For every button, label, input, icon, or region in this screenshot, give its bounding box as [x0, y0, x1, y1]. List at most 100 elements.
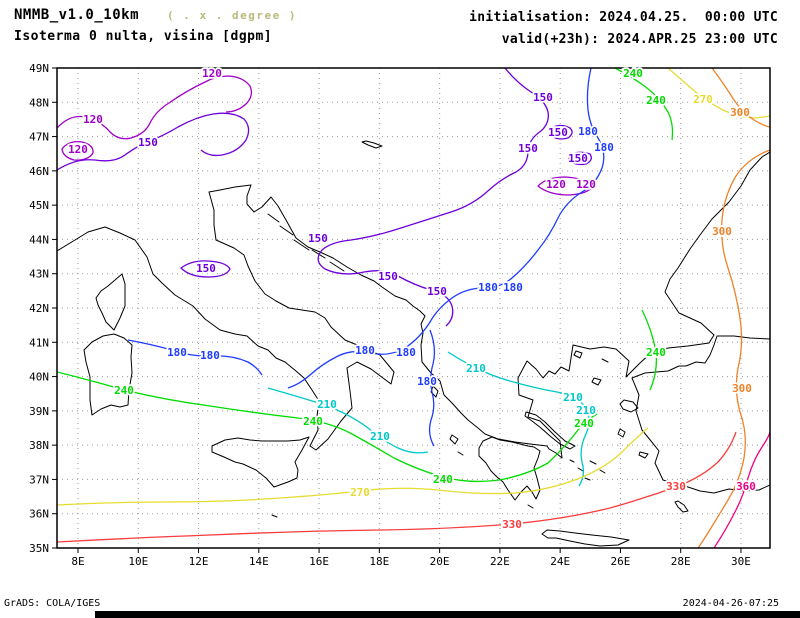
lon-tick-label: 14E: [249, 555, 269, 568]
contour-line-120: [57, 75, 253, 140]
contour-layer: [57, 68, 770, 548]
coastline: [617, 428, 626, 438]
coastline: [478, 436, 541, 501]
coastline: [267, 213, 280, 223]
contour-label-150: 150: [533, 91, 553, 104]
coastline: [569, 459, 575, 463]
contour-line-270: [57, 427, 649, 506]
model-title: NMMB_v1.0_10km: [14, 7, 140, 23]
timestamp: 2024-04-26-07:25: [682, 598, 779, 609]
contour-label-180: 180: [167, 346, 187, 359]
contour-line-120: [537, 176, 594, 196]
lon-tick-label: 22E: [490, 555, 510, 568]
contour-line-240: [57, 371, 598, 483]
resolution-note: ( . x . degree ): [167, 9, 297, 22]
contour-label-240: 240: [303, 415, 323, 428]
contour-label-210: 210: [317, 398, 337, 411]
coastline: [599, 469, 606, 474]
coastline: [577, 467, 584, 472]
coastline: [584, 477, 591, 481]
lon-tick-label: 16E: [309, 555, 329, 568]
lon-tick-label: 28E: [671, 555, 691, 568]
contour-line-300: [697, 149, 770, 548]
contour-label-180: 180: [355, 344, 375, 357]
lon-tick-label: 18E: [369, 555, 389, 568]
lat-tick-label: 47N: [29, 131, 49, 144]
lon-tick-label: 30E: [731, 555, 751, 568]
contour-line-210: [267, 387, 429, 454]
field-title: Isoterma 0 nulta, visina [dgpm]: [14, 29, 273, 44]
contour-line-300: [711, 68, 770, 128]
lat-tick-label: 48N: [29, 96, 49, 109]
contour-label-120: 120: [576, 178, 596, 191]
contour-label-240: 240: [623, 67, 643, 80]
contour-label-240: 240: [433, 473, 453, 486]
lat-tick-label: 41N: [29, 336, 49, 349]
coastline: [524, 411, 576, 450]
contour-label-180: 180: [200, 349, 220, 362]
contour-label-270: 270: [350, 486, 370, 499]
coastline: [631, 335, 770, 494]
contour-label-240: 240: [114, 384, 134, 397]
lat-tick-label: 45N: [29, 199, 49, 212]
contour-label-150: 150: [308, 232, 328, 245]
contour-label-300: 300: [712, 225, 732, 238]
contour-label-150: 150: [427, 285, 447, 298]
grads-credit: GrADS: COLA/IGES: [4, 598, 101, 609]
coastline: [457, 451, 464, 456]
contour-label-240: 240: [646, 346, 666, 359]
contour-label-180: 180: [396, 346, 416, 359]
contour-label-330: 330: [666, 480, 686, 493]
lon-tick-label: 24E: [550, 555, 570, 568]
contour-label-240: 240: [574, 417, 594, 430]
contour-line-180: [428, 329, 436, 447]
lat-tick-label: 40N: [29, 371, 49, 384]
coastline: [591, 377, 602, 386]
contour-label-180: 180: [594, 141, 614, 154]
contour-label-180: 180: [478, 281, 498, 294]
lat-tick-label: 43N: [29, 268, 49, 281]
valid-time: valid(+23h): 2024.APR.25 23:00 UTC: [501, 32, 778, 47]
lat-tick-label: 42N: [29, 302, 49, 315]
coastline: [279, 225, 294, 236]
coastline: [527, 504, 534, 509]
coastline: [83, 333, 133, 416]
contour-label-210: 210: [576, 404, 596, 417]
lat-tick-label: 49N: [29, 62, 49, 75]
lat-tick-label: 39N: [29, 405, 49, 418]
contour-label-150: 150: [568, 152, 588, 165]
coastline: [601, 358, 609, 363]
contour-label-210: 210: [563, 391, 583, 404]
lat-tick-label: 37N: [29, 473, 49, 486]
coastline: [329, 261, 345, 272]
coastline: [449, 434, 459, 445]
map-frame: [56, 67, 771, 549]
contour-label-150: 150: [548, 126, 568, 139]
contour-line-120: [61, 141, 94, 161]
coastline: [57, 184, 395, 451]
contour-label-120: 120: [68, 143, 88, 156]
contour-label-150: 150: [196, 262, 216, 275]
init-time: initialisation: 2024.04.25. 00:00 UTC: [469, 10, 778, 25]
coastline: [95, 273, 126, 331]
coastline-layer: [57, 140, 770, 547]
lon-tick-label: 8E: [71, 555, 84, 568]
contour-line-150: [550, 124, 573, 140]
lat-tick-label: 46N: [29, 165, 49, 178]
contour-label-180: 180: [503, 281, 523, 294]
contour-line-180: [127, 339, 263, 376]
lat-tick-label: 38N: [29, 439, 49, 452]
lon-tick-label: 12E: [189, 555, 209, 568]
coastline: [589, 460, 597, 465]
contour-line-240: [641, 309, 658, 391]
lat-tick-label: 44N: [29, 233, 49, 246]
contour-label-330: 330: [502, 518, 522, 531]
contour-line-330: [57, 431, 737, 543]
contour-label-180: 180: [578, 125, 598, 138]
contour-line-150: [57, 112, 250, 171]
grid-layer: [57, 68, 770, 548]
contour-line-360: [713, 431, 770, 548]
contour-line-150: [317, 68, 549, 327]
